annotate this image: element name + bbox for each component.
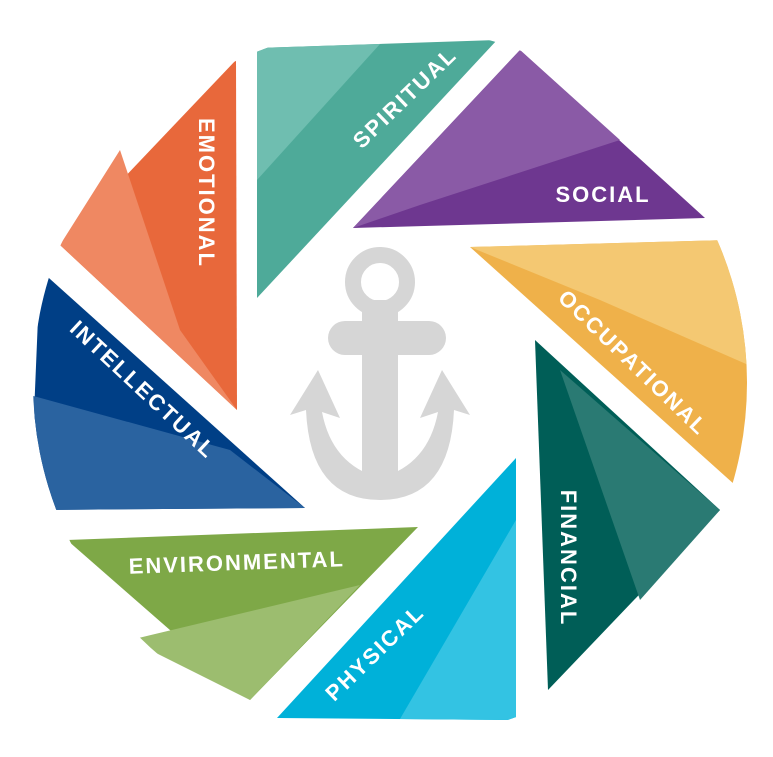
segment-occupational xyxy=(470,240,747,485)
segment-spiritual xyxy=(257,40,497,298)
segments-group xyxy=(33,40,747,720)
label-social: SOCIAL xyxy=(555,182,650,207)
segment-intellectual xyxy=(33,270,305,510)
segment-physical xyxy=(277,458,516,720)
segment-social xyxy=(353,50,705,228)
label-financial: FINANCIAL xyxy=(556,490,581,627)
segment-emotional xyxy=(60,60,237,410)
anchor-icon xyxy=(290,247,470,500)
segment-financial xyxy=(535,340,720,690)
label-emotional: EMOTIONAL xyxy=(194,118,219,268)
segment-environmental xyxy=(67,527,418,700)
